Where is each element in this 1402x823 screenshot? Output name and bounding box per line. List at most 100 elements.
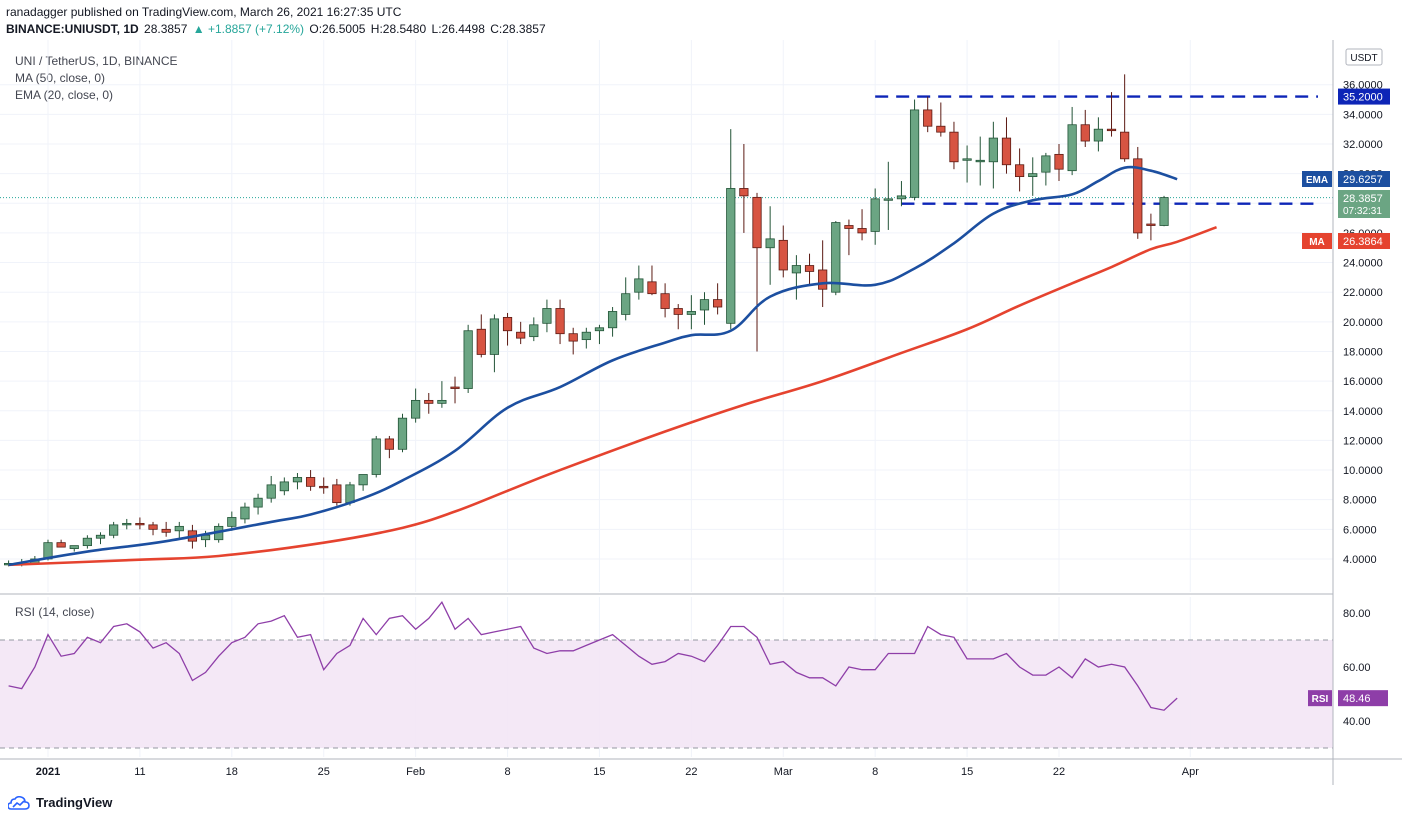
open-value: O:26.5005 xyxy=(309,22,366,36)
rsi-value-tag xyxy=(1338,690,1388,707)
candles xyxy=(4,74,1169,567)
moving-averages xyxy=(8,165,1218,567)
candle-body xyxy=(161,528,171,533)
tradingview-logo[interactable]: TradingView xyxy=(8,795,112,810)
candle-body xyxy=(1028,173,1038,178)
currency-box xyxy=(1345,48,1383,66)
low-value: L:26.4498 xyxy=(431,22,485,36)
candle-body xyxy=(305,477,316,487)
candle-body xyxy=(988,137,998,163)
price-tag-value-text: 28.3857 xyxy=(1343,193,1383,205)
candle-body xyxy=(542,308,552,324)
y-tick-label: 10.0000 xyxy=(1343,465,1383,477)
candle-body xyxy=(1133,158,1143,234)
rsi-pane: RSI (14, close) xyxy=(0,600,1333,749)
x-tick-label: 15 xyxy=(961,766,973,778)
candle-body xyxy=(791,265,802,274)
candle-body xyxy=(463,330,473,389)
candle-body xyxy=(975,159,985,163)
candle-body xyxy=(870,198,880,232)
candle-body xyxy=(1120,131,1130,160)
y-tick-label: 32.0000 xyxy=(1343,139,1383,151)
candle-body xyxy=(660,293,670,309)
candle-body xyxy=(1041,155,1051,173)
ma-tag-name-text: MA xyxy=(1309,237,1325,248)
rsi-y-tick-label: 80.00 xyxy=(1343,608,1371,620)
x-tick-label: 8 xyxy=(504,766,510,778)
price-tags: RSI48.4635.200027.9700EMA29.625728.38570… xyxy=(1302,88,1390,707)
tradingview-cloud-icon xyxy=(8,795,30,810)
candle-body xyxy=(818,269,828,290)
candle-body xyxy=(581,331,591,341)
x-tick-label: 25 xyxy=(318,766,330,778)
candle-body xyxy=(1146,223,1156,226)
ma-tag-value-text: 26.3864 xyxy=(1343,236,1383,248)
y-tick-label: 22.0000 xyxy=(1343,287,1383,299)
candle-body xyxy=(857,228,867,234)
ma50-line xyxy=(8,225,1218,567)
y-tick-label: 12.0000 xyxy=(1343,435,1383,447)
candle-body xyxy=(476,328,486,355)
footer-brand: TradingView xyxy=(36,795,113,810)
legend-title[interactable]: UNI / TetherUS, 1D, BINANCE xyxy=(15,54,178,68)
publisher-line: ranadagger published on TradingView.com,… xyxy=(6,5,402,19)
currency-label: USDT xyxy=(1350,53,1377,64)
grid xyxy=(0,40,1333,757)
ema-tag-name-text: EMA xyxy=(1306,175,1328,186)
candle-body xyxy=(529,324,539,338)
y-tick-label: 6.0000 xyxy=(1343,524,1377,536)
chart-header: ranadagger published on TradingView.com,… xyxy=(6,4,548,38)
candle-body xyxy=(174,525,184,532)
candle-body xyxy=(699,299,710,311)
candle-body xyxy=(844,225,854,229)
candle-body xyxy=(450,386,460,389)
rsi-y-tick-label: 40.00 xyxy=(1343,716,1371,728)
legend-ma[interactable]: MA (50, close, 0) xyxy=(15,71,106,85)
candle-body xyxy=(594,327,605,332)
rsi-value-text: 48.46 xyxy=(1343,693,1371,705)
candle-body xyxy=(607,311,618,329)
candle-body xyxy=(266,484,276,499)
legend-ema[interactable]: EMA (20, close, 0) xyxy=(15,88,114,102)
candle-body xyxy=(358,474,368,486)
candle-body xyxy=(949,131,959,163)
candle-body xyxy=(437,399,447,404)
candle-body xyxy=(555,308,565,335)
candle-body xyxy=(332,484,342,504)
x-tick-label: 8 xyxy=(872,766,878,778)
y-tick-label: 16.0000 xyxy=(1343,376,1383,388)
close-value: C:28.3857 xyxy=(490,22,546,36)
candle-body xyxy=(489,318,500,355)
x-tick-label: 15 xyxy=(593,766,605,778)
candle-body xyxy=(831,222,841,293)
x-tick-label: 2021 xyxy=(36,766,60,778)
ma-tag-name xyxy=(1302,233,1332,249)
y-tick-label: 8.0000 xyxy=(1343,495,1377,507)
candle-body xyxy=(95,534,106,539)
x-tick-label: 18 xyxy=(226,766,238,778)
candle-body xyxy=(673,308,683,315)
x-tick-label: 22 xyxy=(685,766,697,778)
candle-body xyxy=(1054,153,1064,170)
candle-body xyxy=(804,265,815,272)
candle-body xyxy=(778,239,788,271)
rsi-tag-name xyxy=(1308,690,1332,707)
candle-body xyxy=(1067,124,1077,172)
candle-body xyxy=(568,333,578,342)
candle-body xyxy=(292,477,303,483)
y-tick-label: 20.0000 xyxy=(1343,317,1383,329)
candle-body xyxy=(424,399,434,404)
candle-body xyxy=(883,198,893,201)
y-tick-label: 4.0000 xyxy=(1343,554,1377,566)
y-tick-label: 34.0000 xyxy=(1343,109,1383,121)
rsi-y-tick-label: 60.00 xyxy=(1343,662,1371,674)
candle-body xyxy=(56,542,66,548)
candle-body xyxy=(1093,128,1103,142)
candle-body xyxy=(726,188,736,324)
candle-body xyxy=(82,537,92,547)
last-price: 28.3857 xyxy=(144,22,188,36)
candle-body xyxy=(962,158,972,161)
candle-body xyxy=(69,545,79,549)
candle-body xyxy=(1106,128,1117,132)
